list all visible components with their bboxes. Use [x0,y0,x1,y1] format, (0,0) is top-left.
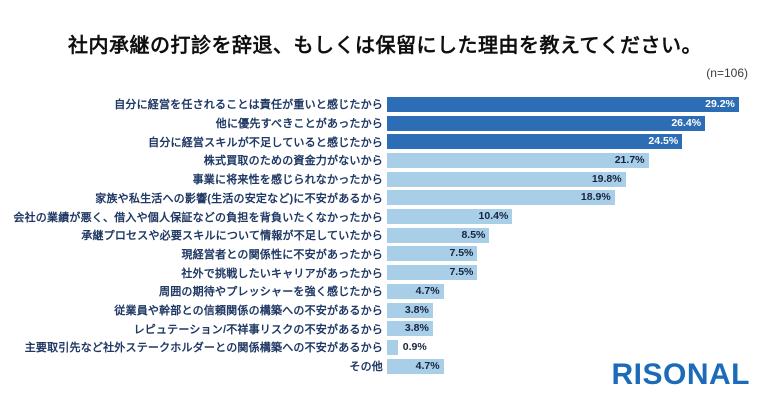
risonal-logo: RISONAL [611,358,750,391]
bar-value-label: 26.4% [671,116,702,129]
bar-category-label: 従業員や幹部との信頼関係の構築への不安があるから [114,305,383,318]
bar-value-label: 0.9% [402,340,427,353]
bar-track: 24.5% [387,134,758,150]
bar-track: 8.5% [387,227,758,243]
bar-category-label: 自分に経営を任されることは責任が重いと感じたから [114,99,383,112]
bar: 10.4% [387,209,513,225]
bar: 8.5% [387,227,490,243]
bar-category-label: 主要取引先など社外ステークホルダーとの関係構築への不安があるから [24,342,383,355]
bar-row: 社外で挑戦したいキャリアがあったから 7.5% [12,263,758,282]
bar-track: 0.9% [387,339,758,355]
bar-row: 主要取引先など社外ステークホルダーとの関係構築への不安があるから 0.9% [12,338,758,357]
bar-row: 株式買取のための資金力がないから 21.7% [12,151,758,170]
bar-track: 19.8% [387,171,758,187]
bar-track: 7.5% [387,265,758,281]
bar-row: 会社の業績が悪く、借入や個人保証などの負担を背負いたくなかったから 10.4% [12,207,758,226]
bar-value-label: 3.8% [404,303,429,316]
bar-value-label: 24.5% [648,135,679,148]
horizontal-bar-chart: 自分に経営を任されることは責任が重いと感じたから 29.2% 他に優先すべきことがあ… [12,95,758,376]
bar: 24.5% [387,134,683,150]
bar-row: 周囲の期待やプレッシャーを強く感じたから 4.7% [12,282,758,301]
sample-size-label: (n=106) [706,66,748,80]
bar: 7.5% [387,246,478,262]
bar-track: 3.8% [387,321,758,337]
bar-category-label: その他 [349,361,383,374]
bar-category-label: 事業に将来性を感じられなかったから [192,174,383,187]
bar-row: 事業に将来性を感じられなかったから 19.8% [12,170,758,189]
bar-row: 家族や私生活への影響(生活の安定など)に不安があるから 18.9% [12,189,758,208]
bar-category-label: 自分に経営スキルが不足していると感じたから [148,136,383,149]
bar-row: 従業員や幹部との信頼関係の構築への不安があるから 3.8% [12,301,758,320]
bar: 18.9% [387,190,615,206]
bar-value-label: 8.5% [461,228,486,241]
bar-track: 29.2% [387,96,758,112]
bar-value-label: 7.5% [449,266,474,279]
chart-title: 社内承継の打診を辞退、もしくは保留にした理由を教えてください。 [68,35,702,57]
bar-track: 10.4% [387,209,758,225]
bar: 21.7% [387,152,649,168]
bar-track: 4.7% [387,358,758,374]
bar-value-label: 10.4% [478,210,509,223]
bar: 29.2% [387,96,739,112]
bar-category-label: レピュテーション/不祥事リスクの不安があるから [133,323,383,336]
bar: 3.8% [387,302,433,318]
bar: 0.9% [387,339,427,355]
bar-category-label: 社外で挑戦したいキャリアがあったから [181,267,383,280]
bar-category-label: 株式買取のための資金力がないから [203,155,383,168]
bar: 3.8% [387,321,433,337]
bar-row: レピュテーション/不祥事リスクの不安があるから 3.8% [12,319,758,338]
bar-track: 4.7% [387,283,758,299]
bar-track: 7.5% [387,246,758,262]
bar-category-label: 他に優先すべきことがあったから [215,118,383,131]
bar: 7.5% [387,265,478,281]
bar-category-label: 現経営者との関係性に不安があったから [181,248,383,261]
bar-track: 3.8% [387,302,758,318]
bar: 4.7% [387,358,444,374]
bar-value-label: 4.7% [415,284,440,297]
bar-track: 18.9% [387,190,758,206]
bar-value-label: 19.8% [591,172,622,185]
bar-track: 21.7% [387,152,758,168]
bar-value-label: 29.2% [705,97,735,110]
bar-category-label: 承継プロセスや必要スキルについて情報が不足していたから [81,230,383,243]
bar-value-label: 3.8% [404,322,429,335]
bar-row: 自分に経営を任されることは責任が重いと感じたから 29.2% [12,95,758,114]
bar: 19.8% [387,171,626,187]
bar-value-label: 18.9% [580,191,611,204]
bar: 26.4% [387,115,706,131]
bar: 4.7% [387,283,444,299]
bar-value-label: 7.5% [449,247,474,260]
bar-category-label: 家族や私生活への影響(生活の安定など)に不安があるから [95,192,383,205]
bar-row: その他 4.7% [12,357,758,376]
bar-row: 自分に経営スキルが不足していると感じたから 24.5% [12,132,758,151]
bar-category-label: 周囲の期待やプレッシャーを強く感じたから [159,286,383,299]
bar-track: 26.4% [387,115,758,131]
bar-value-label: 4.7% [415,359,440,372]
bar-row: 承継プロセスや必要スキルについて情報が不足していたから 8.5% [12,226,758,245]
bar-row: 他に優先すべきことがあったから 26.4% [12,114,758,133]
bar-value-label: 21.7% [614,153,645,166]
bar-row: 現経営者との関係性に不安があったから 7.5% [12,245,758,264]
bar-category-label: 会社の業績が悪く、借入や個人保証などの負担を背負いたくなかったから [13,211,383,224]
